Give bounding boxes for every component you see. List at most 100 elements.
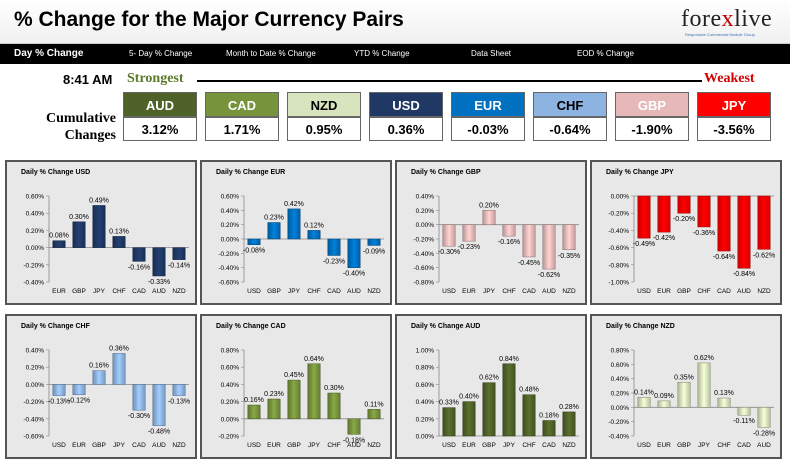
currency-header-aud: AUD [123,92,197,117]
bar-cad [132,247,146,262]
x-tick-label: CHF [717,442,730,449]
y-tick-label: -0.20% [608,211,629,218]
weakest-label: Weakest [704,71,755,86]
nav-bar: Day % Change 5- Day % Change Month to Da… [0,44,790,64]
data-label: -0.09% [363,248,385,255]
strongest-label: Strongest [127,71,184,86]
chart-title: Daily % Change CHF [21,323,90,330]
data-label: 0.12% [304,222,324,229]
x-tick-label: AUD [542,288,556,295]
bar-nzd [367,409,381,420]
x-tick-label: EUR [657,288,671,295]
data-label: -0.13% [48,399,70,406]
cumulative-label-line-2: Changes [64,128,116,143]
currency-value-usd: 0.36% [369,117,443,141]
currency-header-gbp: GBP [615,92,689,117]
x-tick-label: CAD [542,442,556,449]
bar-chart-gbp: 0.40% 0.20% 0.00% -0.20% -0.40% -0.60% -0.80% -… [413,194,580,296]
forexlive-logo[interactable]: forexlive Responsive Commercial Module G… [681,6,773,38]
data-label: 0.48% [519,387,539,394]
y-tick-label: 0.60% [26,194,45,201]
data-label: 0.45% [284,372,304,379]
bar-nzd [172,384,186,396]
tab-day-change[interactable]: Day % Change [14,48,84,59]
data-label: 0.16% [89,363,109,370]
bar-aud [347,418,361,435]
y-tick-label: 0.20% [416,416,435,423]
x-tick-label: CAD [522,288,536,295]
bar-cad [542,420,556,437]
data-label: -0.64% [713,254,735,261]
bar-aud [737,195,751,269]
data-label: 0.36% [109,345,129,352]
x-tick-label: EUR [657,442,671,449]
x-tick-label: GBP [287,442,301,449]
data-label: 0.33% [439,400,459,407]
y-tick-label: 0.40% [26,211,45,218]
data-label: 0.16% [244,397,264,404]
y-tick-label: 0.20% [221,222,240,229]
bar-gbp [677,195,691,214]
x-tick-label: USD [52,442,66,449]
y-tick-label: 0.60% [416,382,435,389]
bar-chart-aud: 1.00% 0.80% 0.60% 0.40% 0.20% 0.00% 0.33% USD 0.… [416,348,579,449]
data-label: -0.20% [673,216,695,223]
tab-data-sheet[interactable]: Data Sheet [471,49,512,58]
x-tick-label: AUD [347,288,361,295]
chart-panel-usd: Daily % Change USD 0.60% 0.40% 0.20% 0.00% -0… [5,160,197,305]
x-tick-label: NZD [172,288,186,295]
chart-panel-eur: Daily % Change EUR 0.60% 0.40% 0.20% 0.00% -0… [200,160,392,305]
y-tick-label: 0.20% [221,399,240,406]
y-tick-label: 0.20% [416,208,435,215]
x-tick-label: CAD [717,288,731,295]
y-tick-label: 0.00% [416,434,435,441]
data-label: 0.30% [69,214,89,221]
logo-suffix: live [734,6,773,32]
x-tick-label: USD [637,442,651,449]
data-label: 0.23% [264,215,284,222]
x-tick-label: JPY [483,288,496,295]
data-label: 0.08% [49,233,69,240]
x-tick-label: GBP [92,442,106,449]
tab-ytd-change[interactable]: YTD % Change [354,49,410,58]
bar-gbp [287,379,301,420]
y-tick-label: 0.80% [611,348,630,355]
chart-title: Daily % Change JPY [606,169,674,176]
logo-prefix: fore [681,6,722,32]
x-tick-label: CHF [327,442,340,449]
x-tick-label: AUD [152,288,166,295]
data-label: -0.16% [128,264,150,271]
x-tick-label: EUR [462,288,476,295]
y-tick-label: -0.60% [413,265,434,272]
bar-cad [717,195,731,252]
x-tick-label: NZD [562,442,576,449]
bar-eur [72,384,86,395]
tab-eod-change[interactable]: EOD % Change [577,49,634,58]
bar-eur [657,400,671,408]
data-label: -0.49% [633,241,655,248]
bar-chf [112,236,126,248]
x-tick-label: CAD [132,442,146,449]
y-tick-label: 0.60% [221,194,240,201]
bar-jpy [482,210,496,225]
currency-value-jpy: -3.56% [697,117,771,141]
tab-5-day-change[interactable]: 5- Day % Change [129,49,193,58]
x-tick-label: CHF [522,442,535,449]
y-tick-label: 0.20% [611,391,630,398]
y-tick-label: -0.40% [413,251,434,258]
x-tick-label: AUD [737,288,751,295]
data-label: 0.30% [324,385,344,392]
chart-title: Daily % Change CAD [216,323,286,330]
currency-value-eur: -0.03% [451,117,525,141]
bar-cad [132,384,146,411]
y-tick-label: -1.00% [608,280,629,287]
bar-chart-usd: 0.60% 0.40% 0.20% 0.00% -0.20% -0.40% 0.08% EUR… [23,194,190,296]
x-tick-label: CAD [132,288,146,295]
tab-month-to-date-change[interactable]: Month to Date % Change [226,49,316,58]
bar-jpy [307,363,321,420]
currency-value-nzd: 0.95% [287,117,361,141]
bar-gbp [72,221,86,248]
data-label: 0.09% [654,393,674,400]
y-tick-label: 0.20% [26,228,45,235]
bar-usd [247,238,261,245]
